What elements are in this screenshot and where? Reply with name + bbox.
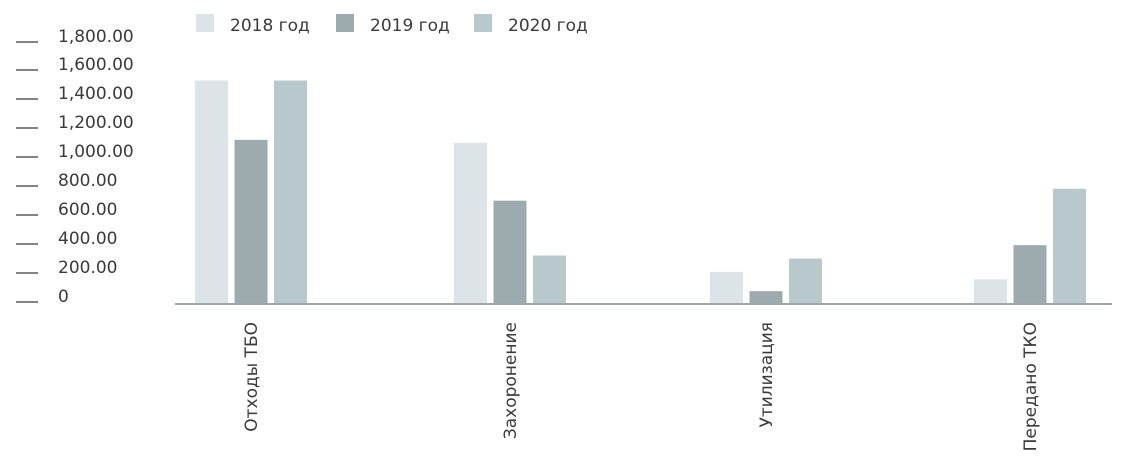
bar [710, 271, 743, 303]
x-category-label: Отходы ТБО [242, 322, 262, 432]
y-tick-label: 200.00 [58, 258, 117, 278]
y-tick-label: 0 [58, 287, 69, 307]
bar [234, 139, 268, 303]
y-tick-label: 600.00 [58, 200, 117, 220]
legend-label: 2018 год [230, 16, 310, 36]
y-axis: 0 200.00 400.00 600.00 800.00 1,000.00 1,200.0… [16, 27, 134, 307]
legend: 2018 год 2019 год 2020 год [196, 14, 588, 36]
y-tick-label: 1,000.00 [58, 142, 134, 162]
bar [493, 200, 527, 303]
bar [1053, 188, 1086, 303]
bars [195, 80, 1086, 303]
legend-swatch [196, 14, 214, 32]
bar [789, 258, 822, 303]
bar [454, 142, 487, 303]
y-tick-label: 1,200.00 [58, 113, 134, 133]
x-category-label: Захоронение [501, 322, 521, 439]
bar [533, 255, 566, 303]
legend-label: 2019 год [370, 16, 450, 36]
y-tick-label: 1,600.00 [58, 55, 134, 75]
bar [274, 80, 307, 303]
x-category-label: Утилизация [757, 322, 777, 428]
y-tick-label: 800.00 [58, 171, 117, 191]
x-axis: Отходы ТБО Захоронение Утилизация Передано … [242, 322, 1041, 451]
legend-swatch [474, 14, 492, 32]
bar [1013, 245, 1047, 303]
bar [974, 279, 1007, 303]
bar [749, 291, 783, 303]
legend-swatch [336, 14, 354, 32]
bar [195, 80, 228, 303]
y-tick-label: 1,400.00 [58, 84, 134, 104]
y-tick-label: 400.00 [58, 229, 117, 249]
legend-label: 2020 год [508, 16, 588, 36]
x-category-label: Передано ТКО [1021, 322, 1041, 451]
y-tick-label: 1,800.00 [58, 27, 134, 47]
